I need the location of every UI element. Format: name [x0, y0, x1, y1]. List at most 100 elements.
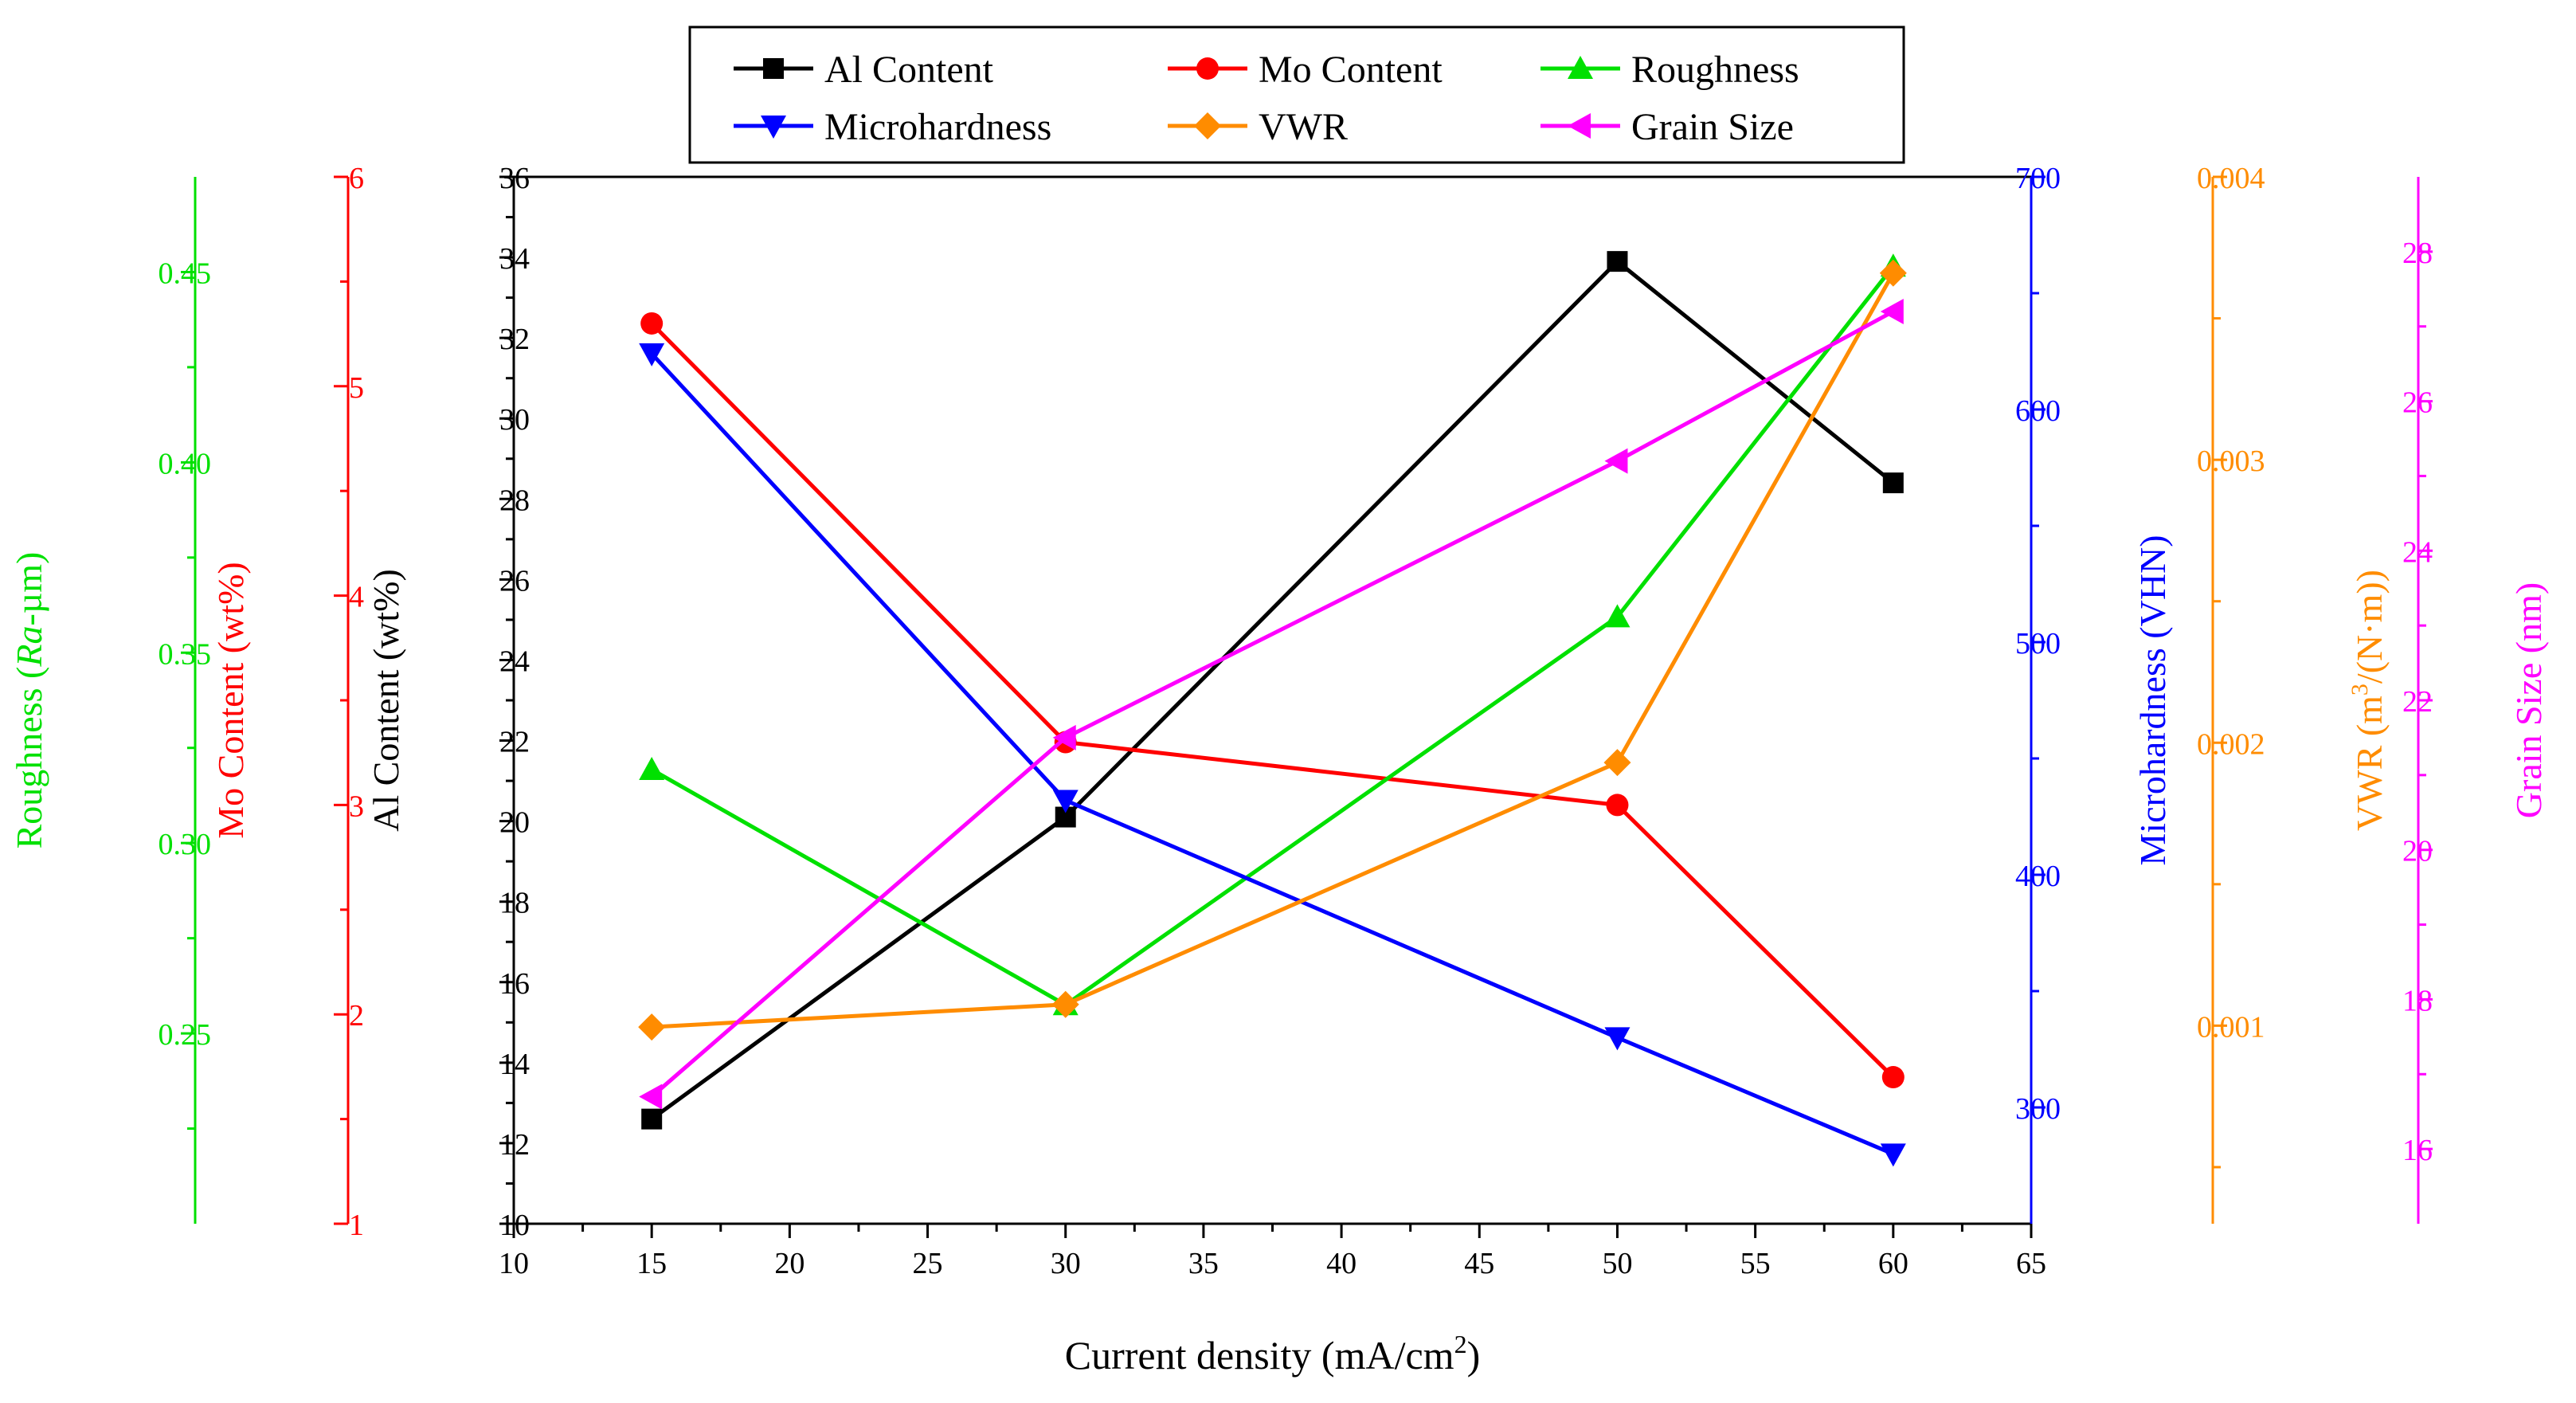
data-point-microhardness	[1052, 790, 1079, 813]
y-tick-label: 36	[499, 162, 530, 195]
y-axis-mo: 1 2 3 4 5 6 Mo Content (wt%)	[210, 162, 364, 1242]
legend-item-grain-size: Grain Size	[1541, 106, 1794, 148]
data-point-vwr	[1879, 259, 1907, 287]
data-point-microhardness	[1880, 1143, 1906, 1167]
series-line-microhardness	[650, 352, 1894, 1156]
y-axis-al: 10 12 14 16 18 20 22 24 26 28 30 32 34 36 Al Content (…	[366, 162, 530, 1242]
data-point-microhardness	[1604, 1027, 1631, 1051]
data-point-roughness	[639, 756, 665, 780]
x-tick-label: 20	[774, 1247, 805, 1280]
y-axis-title-al: Al Content (wt%)	[366, 569, 406, 832]
legend-item-roughness: Roughness	[1541, 49, 1799, 91]
y-tick-label: 300	[2015, 1092, 2061, 1126]
y-tick-label: 0.001	[2197, 1010, 2265, 1044]
y-tick-label: 4	[349, 581, 364, 614]
legend-item-al-content: Al Content	[734, 49, 994, 91]
y-tick-label: 0.35	[159, 637, 212, 671]
series-al-content	[641, 251, 1904, 1130]
data-point-al-content	[1607, 251, 1628, 272]
y-tick-label: 28	[499, 484, 530, 517]
y-tick-label: 26	[499, 564, 530, 598]
x-tick-label: 25	[913, 1247, 943, 1280]
y-tick-label: 18	[499, 887, 530, 920]
y-tick-label: 20	[499, 806, 530, 840]
series-vwr	[638, 259, 1907, 1041]
y-tick-label: 0.40	[159, 447, 212, 480]
y-tick-label: 0.002	[2197, 727, 2265, 761]
y-tick-label: 0.003	[2197, 445, 2265, 478]
legend-swatch-marker	[763, 58, 784, 79]
legend: Al Content Mo Content Roughness Microhardne…	[688, 25, 1905, 164]
y-tick-label: 22	[499, 726, 530, 759]
data-point-mo-content	[1606, 794, 1629, 817]
x-tick-label: 30	[1051, 1247, 1081, 1280]
y-tick-label: 500	[2015, 627, 2061, 660]
y-tick-label: 26	[2402, 386, 2433, 420]
y-tick-label: 14	[499, 1048, 530, 1081]
legend-swatch-marker	[761, 116, 786, 139]
legend-swatch-marker	[1196, 57, 1219, 80]
y-tick-label: 24	[499, 645, 530, 678]
x-tick-label: 55	[1740, 1247, 1771, 1280]
data-point-mo-content	[640, 312, 664, 335]
y-tick-label: 18	[2402, 984, 2433, 1017]
series-line-mo-content	[650, 322, 1895, 1079]
x-tick-label: 15	[636, 1247, 667, 1280]
data-point-grain-size	[1052, 724, 1076, 750]
y-tick-label: 32	[499, 323, 530, 356]
y-tick-label: 3	[349, 790, 364, 823]
series-grain-size	[639, 298, 1904, 1110]
y-tick-label: 16	[2402, 1134, 2433, 1167]
y-tick-label: 700	[2015, 162, 2061, 195]
data-point-al-content	[1882, 472, 1904, 494]
y-tick-label: 22	[2402, 685, 2433, 719]
y-axis-hard: 300 400 500 600 700 Microhardness (VHN)	[2015, 162, 2173, 1224]
y-tick-label: 0.45	[159, 257, 212, 290]
y-axis-rough: 0.25 0.30 0.35 0.40 0.45 Roughness (Ra-µm)	[9, 177, 211, 1224]
series-microhardness	[639, 343, 1906, 1167]
x-tick-label: 65	[2016, 1247, 2046, 1280]
legend-swatch-marker	[1568, 56, 1593, 79]
legend-label: Microhardness	[824, 106, 1051, 148]
y-axis-title-mo: Mo Content (wt%)	[210, 562, 251, 839]
y-tick-label: 30	[499, 403, 530, 437]
legend-label: Al Content	[824, 49, 994, 91]
data-point-mo-content	[1881, 1066, 1905, 1089]
data-point-grain-size	[1604, 448, 1628, 474]
series-line-al-content	[650, 258, 1895, 1121]
y-tick-label: 12	[499, 1128, 530, 1162]
y-axis-title-vwr: VWR (m3/(N·m))	[2347, 570, 2390, 831]
x-tick-label: 50	[1602, 1247, 1632, 1280]
data-point-vwr	[1051, 990, 1079, 1018]
data-point-grain-size	[639, 1084, 663, 1110]
data-point-roughness	[1604, 604, 1631, 628]
data-point-vwr	[1603, 749, 1631, 777]
y-tick-label: 0.25	[159, 1018, 212, 1052]
y-tick-label: 24	[2402, 535, 2433, 569]
y-tick-label: 1	[349, 1209, 364, 1242]
y-tick-label: 16	[499, 967, 530, 1001]
data-point-microhardness	[639, 343, 665, 366]
y-axis-title-rough: Roughness (Ra-µm)	[9, 552, 49, 849]
legend-label: Grain Size	[1631, 106, 1794, 148]
x-tick-label: 10	[499, 1247, 529, 1280]
y-tick-label: 400	[2015, 860, 2061, 893]
y-tick-label: 0.004	[2197, 162, 2265, 195]
y-tick-label: 34	[499, 242, 530, 276]
y-axis-title-hard: Microhardness (VHN)	[2132, 535, 2173, 865]
series-mo-content	[640, 312, 1905, 1089]
legend-swatch-marker	[1194, 112, 1221, 139]
series-line-roughness	[650, 265, 1895, 1008]
y-axis-title-grain: Grain Size (nm)	[2508, 582, 2549, 818]
data-point-grain-size	[1880, 298, 1904, 324]
data-point-vwr	[638, 1013, 666, 1041]
x-tick-label: 45	[1464, 1247, 1494, 1280]
legend-label: Mo Content	[1259, 49, 1443, 91]
y-tick-label: 2	[349, 999, 364, 1033]
y-tick-label: 20	[2402, 835, 2433, 868]
y-tick-label: 10	[499, 1209, 530, 1242]
